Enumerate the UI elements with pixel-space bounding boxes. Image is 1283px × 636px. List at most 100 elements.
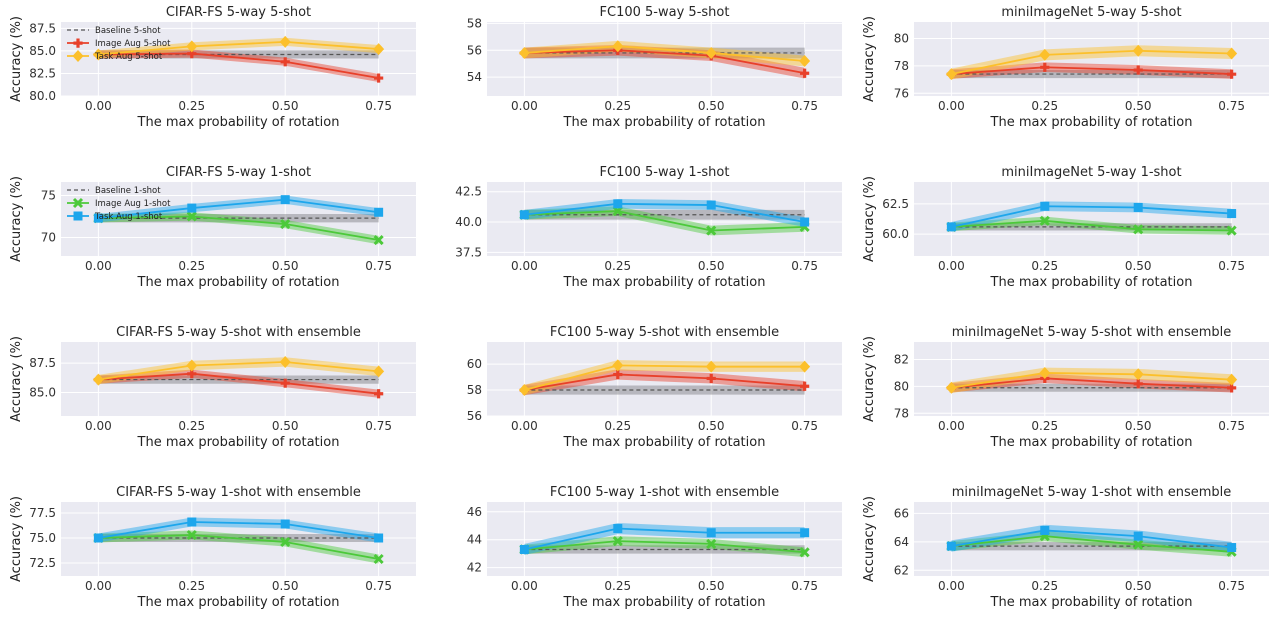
x-axis-label: The max probability of rotation bbox=[563, 595, 766, 610]
x-tick-label: 0.50 bbox=[272, 419, 299, 433]
x-tick-label: 0.75 bbox=[1218, 99, 1245, 113]
data-point bbox=[1226, 47, 1238, 60]
series-line bbox=[98, 372, 379, 395]
data-point bbox=[518, 46, 530, 59]
data-point bbox=[612, 206, 623, 217]
data-point bbox=[1040, 525, 1050, 535]
x-axis-label: The max probability of rotation bbox=[563, 115, 766, 130]
data-point bbox=[1133, 531, 1143, 541]
series-line bbox=[524, 210, 805, 232]
data-point bbox=[374, 73, 384, 83]
chart-panel: 62 64 66 0.00 0.25 0.50 0.75 miniImageNet 5-way… bbox=[862, 485, 1269, 610]
legend-label: Task Aug 5-shot bbox=[94, 52, 163, 62]
series-band bbox=[98, 517, 379, 543]
series-band bbox=[98, 212, 379, 245]
y-tick-label: 80 bbox=[894, 31, 909, 45]
data-point bbox=[280, 378, 290, 388]
y-tick-label: 85.0 bbox=[29, 386, 56, 400]
data-point bbox=[1133, 65, 1143, 75]
x-tick-label: 0.00 bbox=[511, 259, 538, 273]
data-point bbox=[706, 225, 717, 236]
series-line bbox=[524, 373, 805, 391]
data-point bbox=[280, 195, 290, 205]
data-point bbox=[186, 359, 198, 372]
data-point bbox=[187, 517, 197, 527]
y-tick-label: 40.0 bbox=[455, 215, 482, 229]
data-point bbox=[1226, 373, 1238, 386]
series-line bbox=[524, 49, 805, 75]
chart-title: FC100 5-way 5-shot with ensemble bbox=[550, 325, 779, 340]
data-point bbox=[800, 217, 810, 227]
series-band bbox=[98, 530, 379, 564]
legend-label: Baseline 5-shot bbox=[95, 26, 161, 36]
series-band bbox=[524, 536, 805, 558]
plot-area bbox=[61, 22, 416, 96]
chart-title: FC100 5-way 5-shot bbox=[600, 5, 730, 20]
x-tick-label: 0.50 bbox=[272, 579, 299, 593]
series-band bbox=[951, 62, 1232, 79]
y-tick-label: 82 bbox=[894, 352, 909, 366]
data-point bbox=[706, 373, 716, 384]
y-tick-label: 72.5 bbox=[29, 556, 56, 570]
data-point bbox=[1132, 44, 1144, 57]
x-axis-label: The max probability of rotation bbox=[137, 595, 340, 610]
series-band bbox=[524, 369, 805, 396]
series-line bbox=[98, 361, 379, 381]
y-tick-label: 60.0 bbox=[882, 227, 909, 241]
y-axis-label: Accuracy (%) bbox=[9, 16, 24, 102]
chart-panel: 76 78 80 0.00 0.25 0.50 0.75 miniImageNet 5-way… bbox=[862, 5, 1269, 130]
plot-area bbox=[914, 22, 1269, 96]
chart-title: CIFAR-FS 5-way 5-shot bbox=[166, 5, 311, 20]
series-line bbox=[951, 535, 1232, 553]
x-tick-label: 0.50 bbox=[698, 259, 725, 273]
y-tick-label: 87.5 bbox=[29, 21, 56, 35]
data-point bbox=[519, 544, 529, 554]
data-point bbox=[800, 528, 810, 538]
data-point bbox=[92, 373, 104, 386]
x-tick-label: 0.25 bbox=[1031, 419, 1058, 433]
data-point bbox=[373, 43, 385, 56]
chart-panel: 56 58 60 0.00 0.25 0.50 0.75 FC100 5-way 5-shot… bbox=[467, 325, 842, 450]
y-tick-label: 76 bbox=[894, 86, 909, 100]
x-tick-label: 0.75 bbox=[365, 99, 392, 113]
data-point bbox=[1039, 366, 1051, 379]
chart-title: miniImageNet 5-way 1-shot with ensemble bbox=[952, 485, 1232, 500]
x-tick-label: 0.50 bbox=[272, 99, 299, 113]
chart-title: CIFAR-FS 5-way 1-shot with ensemble bbox=[116, 485, 361, 500]
data-point bbox=[1227, 383, 1237, 393]
y-tick-label: 66 bbox=[894, 506, 909, 520]
x-tick-label: 0.25 bbox=[1031, 259, 1058, 273]
x-axis-label: The max probability of rotation bbox=[563, 275, 766, 290]
chart-panel: 78 80 82 0.00 0.25 0.50 0.75 miniImageNet 5-way… bbox=[862, 325, 1269, 450]
data-point bbox=[279, 355, 291, 368]
data-point bbox=[1133, 379, 1143, 389]
data-point bbox=[92, 48, 104, 61]
x-tick-label: 0.25 bbox=[178, 419, 205, 433]
data-point bbox=[518, 384, 530, 397]
y-tick-label: 82.5 bbox=[29, 66, 56, 80]
x-tick-label: 0.25 bbox=[1031, 579, 1058, 593]
y-tick-label: 78 bbox=[894, 406, 909, 420]
data-point bbox=[800, 381, 810, 391]
data-point bbox=[1133, 202, 1143, 212]
x-axis-label: The max probability of rotation bbox=[990, 115, 1193, 130]
data-point bbox=[374, 533, 384, 543]
y-axis-label: Accuracy (%) bbox=[9, 496, 24, 582]
legend-marker bbox=[73, 211, 83, 221]
series-band bbox=[524, 522, 805, 556]
x-tick-label: 0.75 bbox=[365, 579, 392, 593]
legend-marker bbox=[73, 38, 83, 48]
data-point bbox=[279, 35, 291, 48]
series-line bbox=[524, 540, 805, 554]
y-tick-label: 80.0 bbox=[29, 89, 56, 103]
chart-panel: 60.0 62.5 0.00 0.25 0.50 0.75 miniImageNet 5-w… bbox=[862, 165, 1269, 290]
data-point bbox=[705, 46, 717, 59]
data-point bbox=[706, 528, 716, 538]
series-band bbox=[98, 49, 379, 83]
plot-area bbox=[914, 182, 1269, 256]
series-line bbox=[98, 534, 379, 560]
y-tick-label: 62 bbox=[894, 563, 909, 577]
y-tick-label: 56 bbox=[467, 409, 482, 423]
y-tick-label: 77.5 bbox=[29, 506, 56, 520]
data-point bbox=[800, 68, 810, 78]
